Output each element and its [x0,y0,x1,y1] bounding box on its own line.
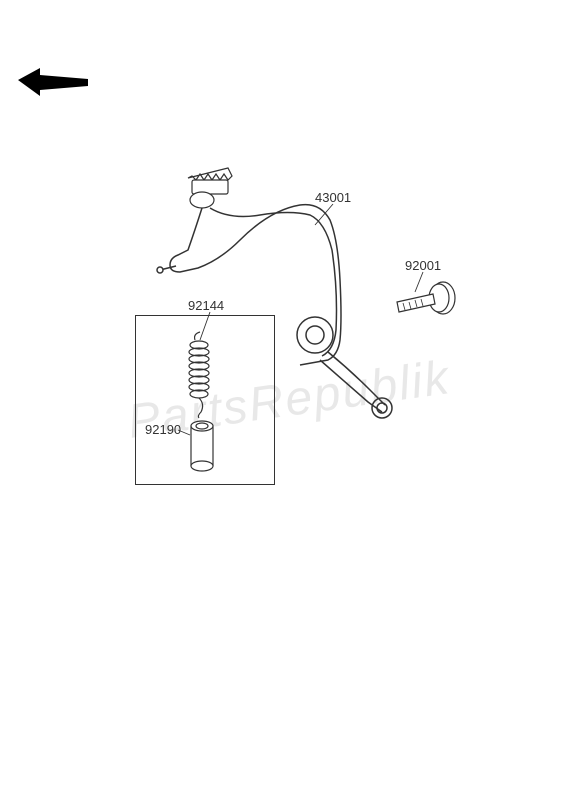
part-label-43001: 43001 [315,190,351,205]
part-label-92190: 92190 [145,422,181,437]
part-label-92001: 92001 [405,258,441,273]
leader-lines [0,0,578,800]
parts-diagram: PartsRepublik [0,0,578,800]
part-label-92144: 92144 [188,298,224,313]
